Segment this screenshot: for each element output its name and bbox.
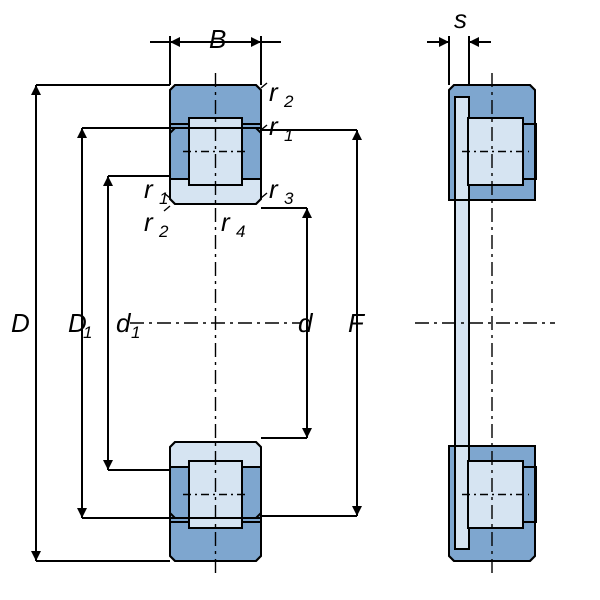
dim-label: r [269,174,279,204]
dim-label: d [298,308,314,338]
dim-label: r [221,207,231,237]
dim-label: r [144,174,154,204]
dim-label: F [348,308,366,338]
dim-label: B [209,24,226,54]
dim-label-sub: 4 [236,222,245,241]
dim-label-sub: 1 [284,126,293,145]
dim-label-sub: 1 [159,189,168,208]
dim-label-sub: 2 [158,222,169,241]
dim-label-sub: 1 [83,323,92,342]
dim-label: r [144,207,154,237]
dim-label: d [116,308,132,338]
dim-label: s [454,4,467,34]
dim-label: r [269,77,279,107]
dim-label-sub: 3 [284,189,294,208]
dim-label-sub: 2 [283,92,294,111]
dim-label: D [11,308,30,338]
dim-label-sub: 1 [131,323,140,342]
dim-label: r [269,111,279,141]
